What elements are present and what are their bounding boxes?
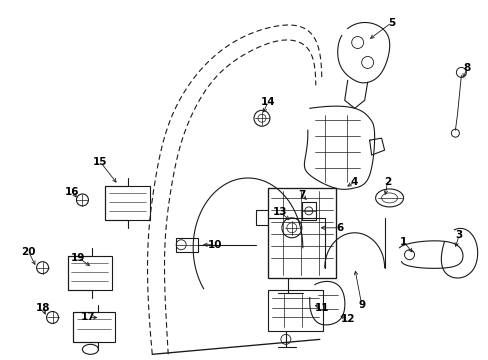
Bar xyxy=(267,289,322,332)
Bar xyxy=(267,188,335,278)
Bar xyxy=(73,312,115,342)
Text: 6: 6 xyxy=(335,223,343,233)
Text: 4: 4 xyxy=(350,177,358,187)
Text: 16: 16 xyxy=(65,187,80,197)
Text: 20: 20 xyxy=(21,247,36,257)
Text: 13: 13 xyxy=(272,207,286,217)
Text: 5: 5 xyxy=(387,18,394,28)
Text: 15: 15 xyxy=(93,157,107,167)
Bar xyxy=(301,202,315,220)
Text: 18: 18 xyxy=(35,302,50,312)
Text: 9: 9 xyxy=(357,300,365,310)
Bar xyxy=(105,186,150,220)
Bar xyxy=(176,238,198,252)
Text: 14: 14 xyxy=(260,97,275,107)
Text: 10: 10 xyxy=(207,240,222,250)
Text: 19: 19 xyxy=(71,253,85,263)
Text: 3: 3 xyxy=(455,230,462,240)
Text: 8: 8 xyxy=(463,63,470,73)
Text: 11: 11 xyxy=(314,302,328,312)
Text: 2: 2 xyxy=(383,177,390,187)
Text: 1: 1 xyxy=(399,237,407,247)
Text: 7: 7 xyxy=(298,190,305,200)
Bar xyxy=(67,256,112,289)
Text: 17: 17 xyxy=(81,312,96,323)
Text: 12: 12 xyxy=(340,314,354,324)
